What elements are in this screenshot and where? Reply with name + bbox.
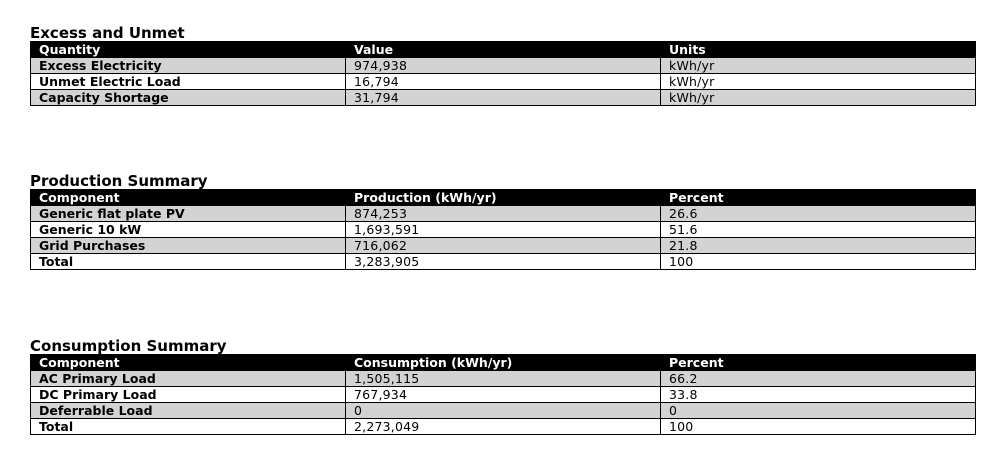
row-value: 3,283,905 bbox=[345, 253, 661, 270]
row-label: AC Primary Load bbox=[30, 370, 346, 387]
row-value: 0 bbox=[345, 402, 661, 419]
header-row: Quantity Value Units bbox=[30, 41, 976, 58]
table-row: Deferrable Load 0 0 bbox=[30, 402, 976, 419]
column-header-units: Units bbox=[660, 41, 976, 58]
header-row: Component Production (kWh/yr) Percent bbox=[30, 189, 976, 206]
column-header-production: Production (kWh/yr) bbox=[345, 189, 661, 206]
table-row: Generic flat plate PV 874,253 26.6 bbox=[30, 205, 976, 222]
row-label: Total bbox=[30, 418, 346, 435]
section-title: Excess and Unmet bbox=[30, 24, 185, 42]
row-label: Total bbox=[30, 253, 346, 270]
section-title: Production Summary bbox=[30, 172, 208, 190]
row-value: 16,794 bbox=[345, 73, 661, 90]
units-text: kWh/yr bbox=[669, 90, 715, 105]
row-value: 767,934 bbox=[345, 386, 661, 403]
row-value: 716,062 bbox=[345, 237, 661, 254]
table-row: Excess Electricity 974,938 kWh/yr bbox=[30, 57, 976, 74]
row-percent: 21.8 bbox=[660, 237, 976, 254]
row-percent: 66.2 bbox=[660, 370, 976, 387]
row-label: Generic 10 kW bbox=[30, 221, 346, 238]
table-row: Capacity Shortage 31,794 kWh/yr bbox=[30, 89, 976, 106]
column-header-percent: Percent bbox=[660, 354, 976, 371]
row-label: DC Primary Load bbox=[30, 386, 346, 403]
production-summary-table: Component Production (kWh/yr) Percent Ge… bbox=[30, 189, 976, 270]
table-row: Grid Purchases 716,062 21.8 bbox=[30, 237, 976, 254]
consumption-summary-table: Component Consumption (kWh/yr) Percent A… bbox=[30, 354, 976, 435]
excess-unmet-section: Excess and Unmet Quantity Value Units Ex… bbox=[30, 24, 976, 106]
header-row: Component Consumption (kWh/yr) Percent bbox=[30, 354, 976, 371]
row-percent: 33.8 bbox=[660, 386, 976, 403]
column-header-component: Component bbox=[30, 189, 346, 206]
row-value: 1,693,591 bbox=[345, 221, 661, 238]
table-row: Generic 10 kW 1,693,591 51.6 bbox=[30, 221, 976, 238]
table-row-total: Total 2,273,049 100 bbox=[30, 418, 976, 435]
column-header-quantity: Quantity bbox=[30, 41, 346, 58]
row-units: kWh/yr bbox=[660, 89, 976, 106]
column-header-consumption: Consumption (kWh/yr) bbox=[345, 354, 661, 371]
section-title: Consumption Summary bbox=[30, 337, 227, 355]
row-percent: 0 bbox=[660, 402, 976, 419]
row-units: kWh/yr bbox=[660, 73, 976, 90]
row-percent: 100 bbox=[660, 253, 976, 270]
row-percent: 100 bbox=[660, 418, 976, 435]
column-header-percent: Percent bbox=[660, 189, 976, 206]
table-row: AC Primary Load 1,505,115 66.2 bbox=[30, 370, 976, 387]
row-value: 31,794 bbox=[345, 89, 661, 106]
row-label: Unmet Electric Load bbox=[30, 73, 346, 90]
row-value: 2,273,049 bbox=[345, 418, 661, 435]
table-row: DC Primary Load 767,934 33.8 bbox=[30, 386, 976, 403]
row-value: 1,505,115 bbox=[345, 370, 661, 387]
row-label: Capacity Shortage bbox=[30, 89, 346, 106]
column-header-component: Component bbox=[30, 354, 346, 371]
row-label: Deferrable Load bbox=[30, 402, 346, 419]
excess-unmet-table: Quantity Value Units Excess Electricity … bbox=[30, 41, 976, 106]
column-header-value: Value bbox=[345, 41, 661, 58]
consumption-summary-section: Consumption Summary Component Consumptio… bbox=[30, 337, 976, 435]
row-value: 974,938 bbox=[345, 57, 661, 74]
row-units: kWh/yr bbox=[660, 57, 976, 74]
row-label: Grid Purchases bbox=[30, 237, 346, 254]
table-row: Unmet Electric Load 16,794 kWh/yr bbox=[30, 73, 976, 90]
row-label: Excess Electricity bbox=[30, 57, 346, 74]
row-percent: 51.6 bbox=[660, 221, 976, 238]
units-text: kWh/yr bbox=[669, 74, 715, 89]
row-percent: 26.6 bbox=[660, 205, 976, 222]
units-text: kWh/yr bbox=[669, 58, 715, 73]
row-label: Generic flat plate PV bbox=[30, 205, 346, 222]
production-summary-section: Production Summary Component Production … bbox=[30, 172, 976, 270]
table-row-total: Total 3,283,905 100 bbox=[30, 253, 976, 270]
row-value: 874,253 bbox=[345, 205, 661, 222]
